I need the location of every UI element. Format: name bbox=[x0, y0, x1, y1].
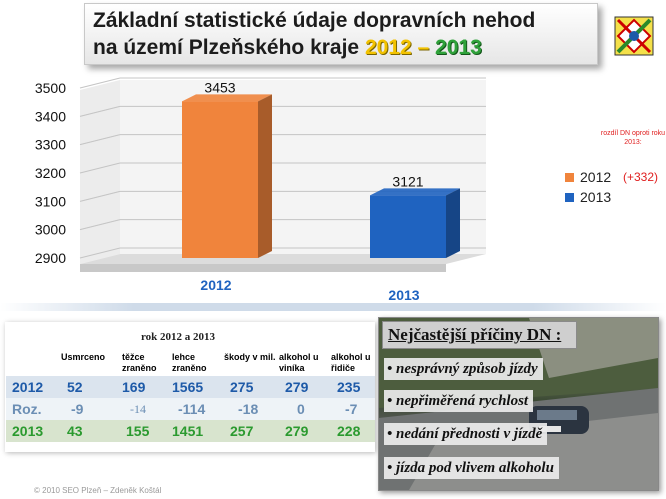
table-cell: 43 bbox=[61, 420, 122, 442]
title-year-2012: 2012 bbox=[364, 36, 412, 59]
table-cell: 0 bbox=[279, 398, 331, 420]
title-region: na území Plzeňského kraje bbox=[93, 36, 360, 59]
gridline-depth bbox=[79, 162, 121, 174]
table-cell: 257 bbox=[224, 420, 279, 442]
table-cell: 228 bbox=[331, 420, 375, 442]
data-label-2013: 3121 bbox=[392, 173, 423, 189]
x-tick-label-2012: 2012 bbox=[200, 277, 231, 293]
cause-item: • nepřiměřená rychlost bbox=[384, 390, 534, 412]
cause-item: • nesprávný způsob jízdy bbox=[384, 358, 543, 380]
y-tick-label: 3100 bbox=[35, 193, 66, 209]
row-label: 2013 bbox=[6, 420, 61, 442]
legend-label-2013: 2013 bbox=[580, 189, 612, 205]
legend-swatch-2013 bbox=[565, 192, 574, 202]
gridline-depth bbox=[79, 77, 121, 89]
table-cell: 279 bbox=[279, 376, 331, 398]
slide-title-line2: na území Plzeňského kraje 2012 – 2013 bbox=[93, 36, 482, 60]
legend-item-2013: 2013 bbox=[565, 187, 611, 207]
slide-title-line1: Základní statistické údaje dopravních ne… bbox=[93, 9, 536, 32]
legend-label-2012: 2012 bbox=[580, 169, 612, 185]
table-row: 2013 43 155 1451 257 279 228 bbox=[6, 420, 375, 442]
table-cell: 1451 bbox=[172, 420, 224, 442]
table-cell: -114 bbox=[172, 398, 224, 420]
table-cell: -14 bbox=[122, 398, 172, 420]
row-label: 2012 bbox=[6, 376, 61, 398]
header-serious: těžce zraněno bbox=[122, 352, 157, 373]
header-empty bbox=[6, 352, 61, 376]
y-tick-label: 3000 bbox=[35, 222, 66, 238]
header-alcohol-culprit: alkohol u viníka bbox=[279, 352, 319, 373]
y-tick-label: 2900 bbox=[35, 250, 66, 266]
bar-2012 bbox=[182, 101, 258, 258]
table-cell: 275 bbox=[224, 376, 279, 398]
table-cell: 155 bbox=[122, 420, 172, 442]
difference-note: rozdíl DN oproti roku 2013: bbox=[600, 130, 666, 146]
row-label: Roz. bbox=[6, 398, 61, 420]
table-cell: 169 bbox=[122, 376, 172, 398]
separator-band bbox=[0, 303, 666, 311]
bar-top bbox=[370, 188, 460, 196]
causes-heading: Nejčastější příčiny DN : bbox=[382, 321, 577, 349]
gridline-depth bbox=[79, 219, 121, 231]
y-tick-label: 3400 bbox=[35, 108, 66, 124]
bar-2013 bbox=[370, 195, 446, 258]
footer-credit: © 2010 SEO Plzeň – Zdeněk Koštál bbox=[34, 486, 162, 495]
stats-table: Usmrceno těžce zraněno lehce zraněno ško… bbox=[6, 352, 375, 442]
header-killed: Usmrceno bbox=[61, 352, 106, 362]
difference-value: (+332) bbox=[623, 170, 659, 184]
table-cell: -9 bbox=[61, 398, 122, 420]
y-tick-label: 3200 bbox=[35, 165, 66, 181]
police-crest-icon bbox=[614, 16, 654, 56]
table-title: rok 2012 a 2013 bbox=[141, 331, 216, 343]
bar-side bbox=[258, 94, 272, 258]
title-box: Základní statistické údaje dopravních ne… bbox=[84, 3, 598, 65]
table-cell: -7 bbox=[331, 398, 375, 420]
gridline-depth bbox=[79, 134, 121, 146]
table-header-row: Usmrceno těžce zraněno lehce zraněno ško… bbox=[6, 352, 375, 376]
title-dash: – bbox=[417, 36, 430, 59]
legend: 2012 2013 bbox=[565, 167, 611, 207]
table-row: 2012 52 169 1565 275 279 235 bbox=[6, 376, 375, 398]
y-tick-label: 3300 bbox=[35, 137, 66, 153]
header-light: lehce zraněno bbox=[172, 352, 207, 373]
data-label-2012: 3453 bbox=[204, 79, 235, 95]
bar-chart: 2900 3000 3100 3200 3300 3400 3500 3453 3121 20… bbox=[35, 77, 486, 303]
gridline-depth bbox=[79, 190, 121, 202]
causes-panel: Nejčastější příčiny DN : • nesprávný způ… bbox=[378, 317, 659, 491]
table-cell: 279 bbox=[279, 420, 331, 442]
stats-table-panel: rok 2012 a 2013 Usmrceno těžce zraněno l… bbox=[5, 322, 375, 452]
y-tick-label: 3500 bbox=[35, 80, 66, 96]
cause-item: • nedání přednosti v jízdě bbox=[384, 423, 548, 445]
title-year-2013: 2013 bbox=[435, 36, 482, 59]
header-damage: škody v mil. bbox=[224, 352, 276, 362]
bar-side bbox=[446, 188, 460, 258]
bar-top bbox=[182, 94, 272, 102]
table-cell: 235 bbox=[331, 376, 375, 398]
table-row: Roz. -9 -14 -114 -18 0 -7 bbox=[6, 398, 375, 420]
legend-item-2012: 2012 bbox=[565, 167, 611, 187]
gridline-depth bbox=[79, 247, 121, 259]
x-tick-label-2013: 2013 bbox=[388, 287, 419, 303]
table-cell: 1565 bbox=[172, 376, 224, 398]
gridline-depth bbox=[79, 105, 121, 117]
table-cell: 52 bbox=[61, 376, 122, 398]
cause-item: • jízda pod vlivem alkoholu bbox=[384, 457, 559, 479]
header-alcohol-driver: alkohol u řidiče bbox=[331, 352, 371, 373]
table-cell: -18 bbox=[224, 398, 279, 420]
legend-swatch-2012 bbox=[565, 172, 574, 182]
